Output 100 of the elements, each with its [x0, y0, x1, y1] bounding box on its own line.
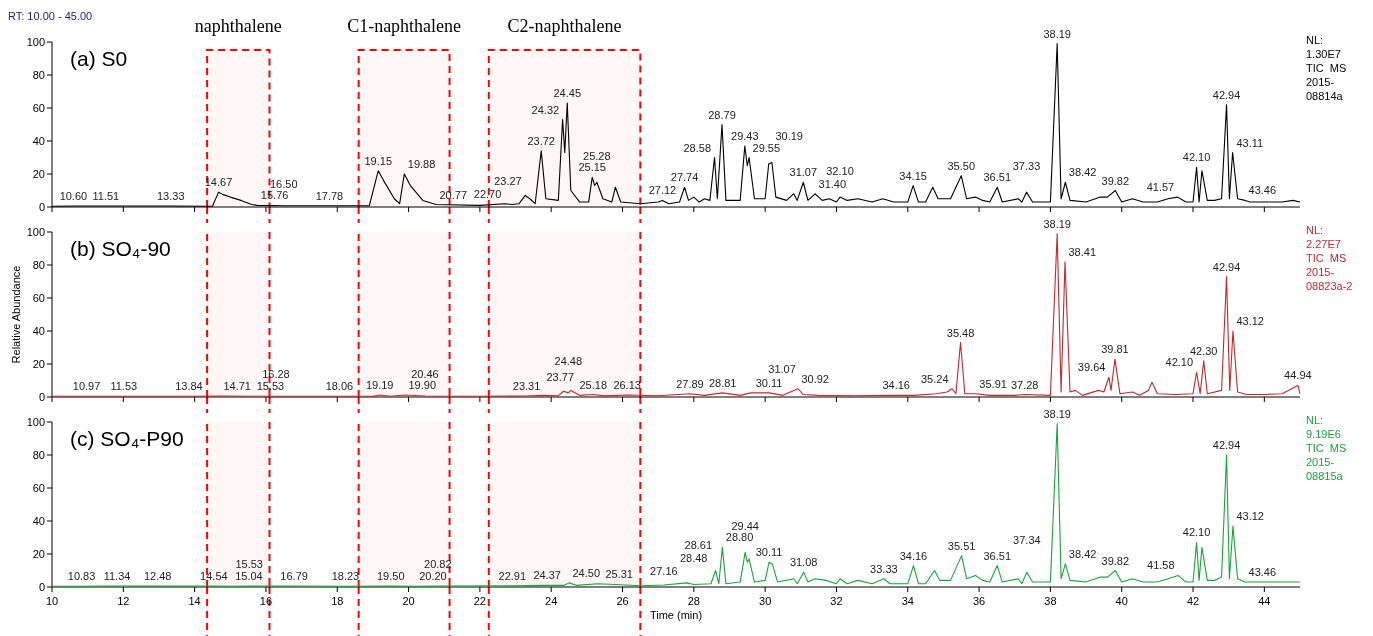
annotation: 34.16 — [899, 549, 928, 562]
x-axis-title: Time (min) — [649, 609, 703, 621]
annotation: 43.11 — [1236, 136, 1264, 149]
y-tick-label: 60 — [32, 102, 45, 114]
x-tick-label: 34 — [901, 595, 914, 607]
annotation: 28.48 — [679, 551, 708, 564]
annotation: 38.19 — [1043, 27, 1071, 40]
annotation: 43.12 — [1236, 315, 1264, 327]
annotation: 43.46 — [1248, 184, 1277, 197]
y-tick-label: 60 — [32, 482, 45, 494]
annotation: 16.79 — [280, 570, 308, 583]
annotation: 19.19 — [365, 379, 394, 392]
text: RT: 10.00 - 45.00 — [8, 10, 93, 22]
annotation: 39.82 — [1101, 554, 1130, 567]
band-label: C1-naphthalene — [347, 16, 462, 36]
band-label: C2-naphthalene — [507, 16, 622, 36]
y-tick-label: 100 — [26, 416, 45, 428]
annotation: 20.82 — [424, 558, 452, 571]
x-tick-label: 26 — [616, 595, 629, 607]
annotation: 42.94 — [1212, 260, 1241, 273]
text: NL: 9.19E6 TIC MS 2015- 08815a — [1306, 414, 1347, 482]
annotation: 11.53 — [110, 380, 138, 393]
annotation: 35.48 — [946, 326, 975, 339]
annotation: 42.10 — [1165, 356, 1194, 369]
annotation: 10.83 — [67, 570, 96, 583]
x-tick-label: 38 — [1044, 595, 1057, 607]
annotation: 23.27 — [494, 175, 522, 188]
annotation: 29.55 — [752, 141, 781, 154]
x-tick-label: 42 — [1186, 595, 1200, 607]
annotation: 25.28 — [583, 150, 611, 163]
annotation: 39.82 — [1101, 174, 1130, 187]
y-tick-label: 20 — [32, 548, 45, 560]
annotation: 42.10 — [1182, 526, 1211, 539]
chart-title: (b) SO₄-90 — [70, 237, 171, 260]
annotation: 35.50 — [947, 159, 976, 172]
annotation: 27.74 — [670, 171, 699, 184]
annotation: 15.04 — [235, 570, 263, 583]
x-tick-label: 20 — [402, 595, 415, 607]
annotation: 23.31 — [512, 380, 541, 393]
annotation: 39.81 — [1101, 343, 1129, 356]
y-tick-label: 80 — [32, 449, 45, 461]
annotation: 31.07 — [768, 362, 796, 375]
annotation: 25.18 — [579, 378, 608, 391]
annotation: 22.91 — [498, 569, 527, 582]
annotation: 31.08 — [789, 556, 818, 569]
annotation: 19.15 — [364, 154, 393, 167]
x-tick-label: 28 — [687, 595, 700, 607]
annotation: 19.88 — [407, 158, 436, 170]
annotation: 15.76 — [260, 189, 289, 202]
annotation: 25.31 — [605, 567, 633, 580]
annotation: 23.77 — [546, 371, 575, 384]
annotation: 38.42 — [1068, 547, 1097, 560]
x-tick-label: 12 — [117, 595, 130, 607]
text: NL: 1.30E7 TIC MS 2015- 08814a — [1306, 34, 1347, 102]
x-tick-label: 36 — [972, 595, 986, 607]
annotation: 28.61 — [684, 538, 713, 551]
y-tick-label: 0 — [38, 581, 45, 593]
annotation: 12.48 — [143, 570, 172, 583]
annotation: 14.71 — [223, 380, 251, 393]
annotation: 13.33 — [156, 190, 185, 203]
annotation: 24.50 — [572, 566, 601, 579]
annotation: 28.81 — [708, 376, 737, 389]
y-tick-label: 100 — [26, 226, 45, 238]
annotation: 15.53 — [256, 380, 285, 393]
annotation: 11.34 — [103, 570, 131, 583]
annotation: 38.19 — [1043, 407, 1071, 420]
annotation: 36.51 — [983, 171, 1012, 184]
y-tick-label: 60 — [32, 292, 45, 304]
annotation: 37.33 — [1012, 160, 1041, 173]
annotation: 15.53 — [235, 558, 263, 571]
annotation: 14.54 — [200, 570, 228, 583]
annotation: 41.58 — [1147, 559, 1175, 572]
annotation: 44.94 — [1284, 369, 1312, 382]
annotation: 28.80 — [725, 531, 754, 544]
x-tick-label: 14 — [188, 595, 201, 607]
x-tick-label: 44 — [1258, 595, 1271, 607]
x-tick-label: 22 — [473, 595, 487, 607]
annotation: 37.34 — [1013, 534, 1041, 547]
annotation: 34.15 — [899, 169, 927, 182]
annotation: 43.46 — [1248, 566, 1277, 579]
annotation: 27.16 — [650, 565, 678, 578]
x-tick-label: 40 — [1115, 595, 1128, 607]
annotation: 35.24 — [920, 372, 949, 385]
y-tick-label: 80 — [32, 259, 45, 271]
annotation: 24.37 — [533, 569, 561, 582]
annotation: 30.19 — [775, 130, 803, 143]
x-tick-label: 24 — [545, 595, 558, 607]
annotation: 34.16 — [882, 379, 910, 392]
annotation: 20.46 — [411, 368, 439, 381]
y-tick-label: 100 — [26, 36, 45, 48]
annotation: 29.43 — [731, 129, 759, 142]
annotation: 42.94 — [1212, 439, 1241, 451]
annotation: 28.79 — [708, 108, 736, 121]
y-tick-label: 20 — [32, 168, 45, 180]
annotation: 38.42 — [1068, 166, 1097, 179]
y-tick-label: 80 — [32, 69, 45, 81]
annotation: 32.10 — [826, 165, 854, 178]
annotation: 25.15 — [578, 161, 606, 174]
annotation: 43.12 — [1236, 509, 1264, 522]
annotation: 42.30 — [1189, 344, 1218, 357]
